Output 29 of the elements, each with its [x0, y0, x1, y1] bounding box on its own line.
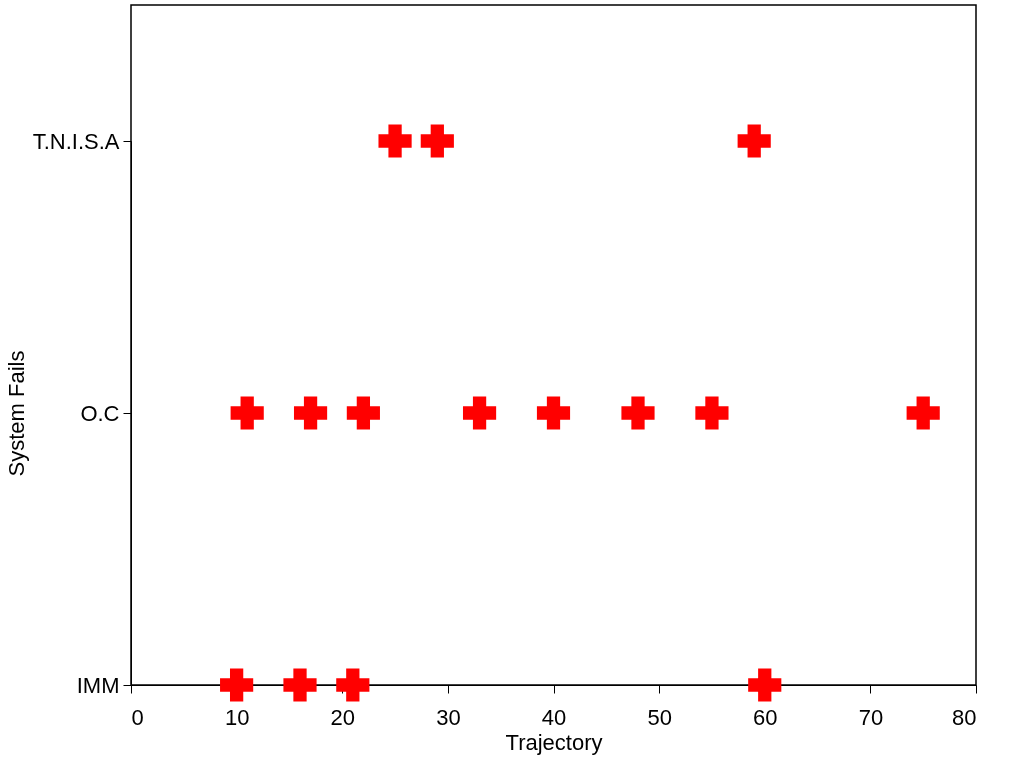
point	[336, 668, 370, 702]
x-tick-label: 10	[224, 704, 250, 730]
point	[906, 396, 940, 430]
point	[293, 396, 328, 430]
point	[220, 668, 254, 702]
point	[621, 396, 655, 430]
x-tick-label: 60	[753, 704, 778, 730]
point	[737, 124, 771, 158]
y-tick-label: IMM	[76, 672, 120, 698]
point	[230, 396, 264, 430]
point	[283, 668, 317, 702]
y-tick-label: T.N.I.S.A	[32, 128, 120, 154]
point	[378, 124, 412, 158]
y-tick-label: O.C	[80, 400, 120, 426]
point	[346, 396, 380, 430]
point	[462, 396, 497, 430]
x-tick-label: 50	[647, 704, 672, 730]
x-tick-label: 30	[436, 704, 461, 730]
y-axis-title: System Fails	[3, 350, 29, 477]
x-tick-label: 0	[131, 704, 144, 730]
x-tick-label: 80	[952, 704, 977, 730]
point	[748, 668, 782, 702]
x-tick-label: 40	[541, 704, 567, 730]
point	[695, 396, 729, 430]
x-tick-label: 70	[858, 704, 884, 730]
point	[536, 396, 571, 430]
x-axis-title: Trajectory	[505, 729, 603, 755]
point	[420, 124, 454, 158]
x-tick-label: 20	[330, 704, 355, 730]
